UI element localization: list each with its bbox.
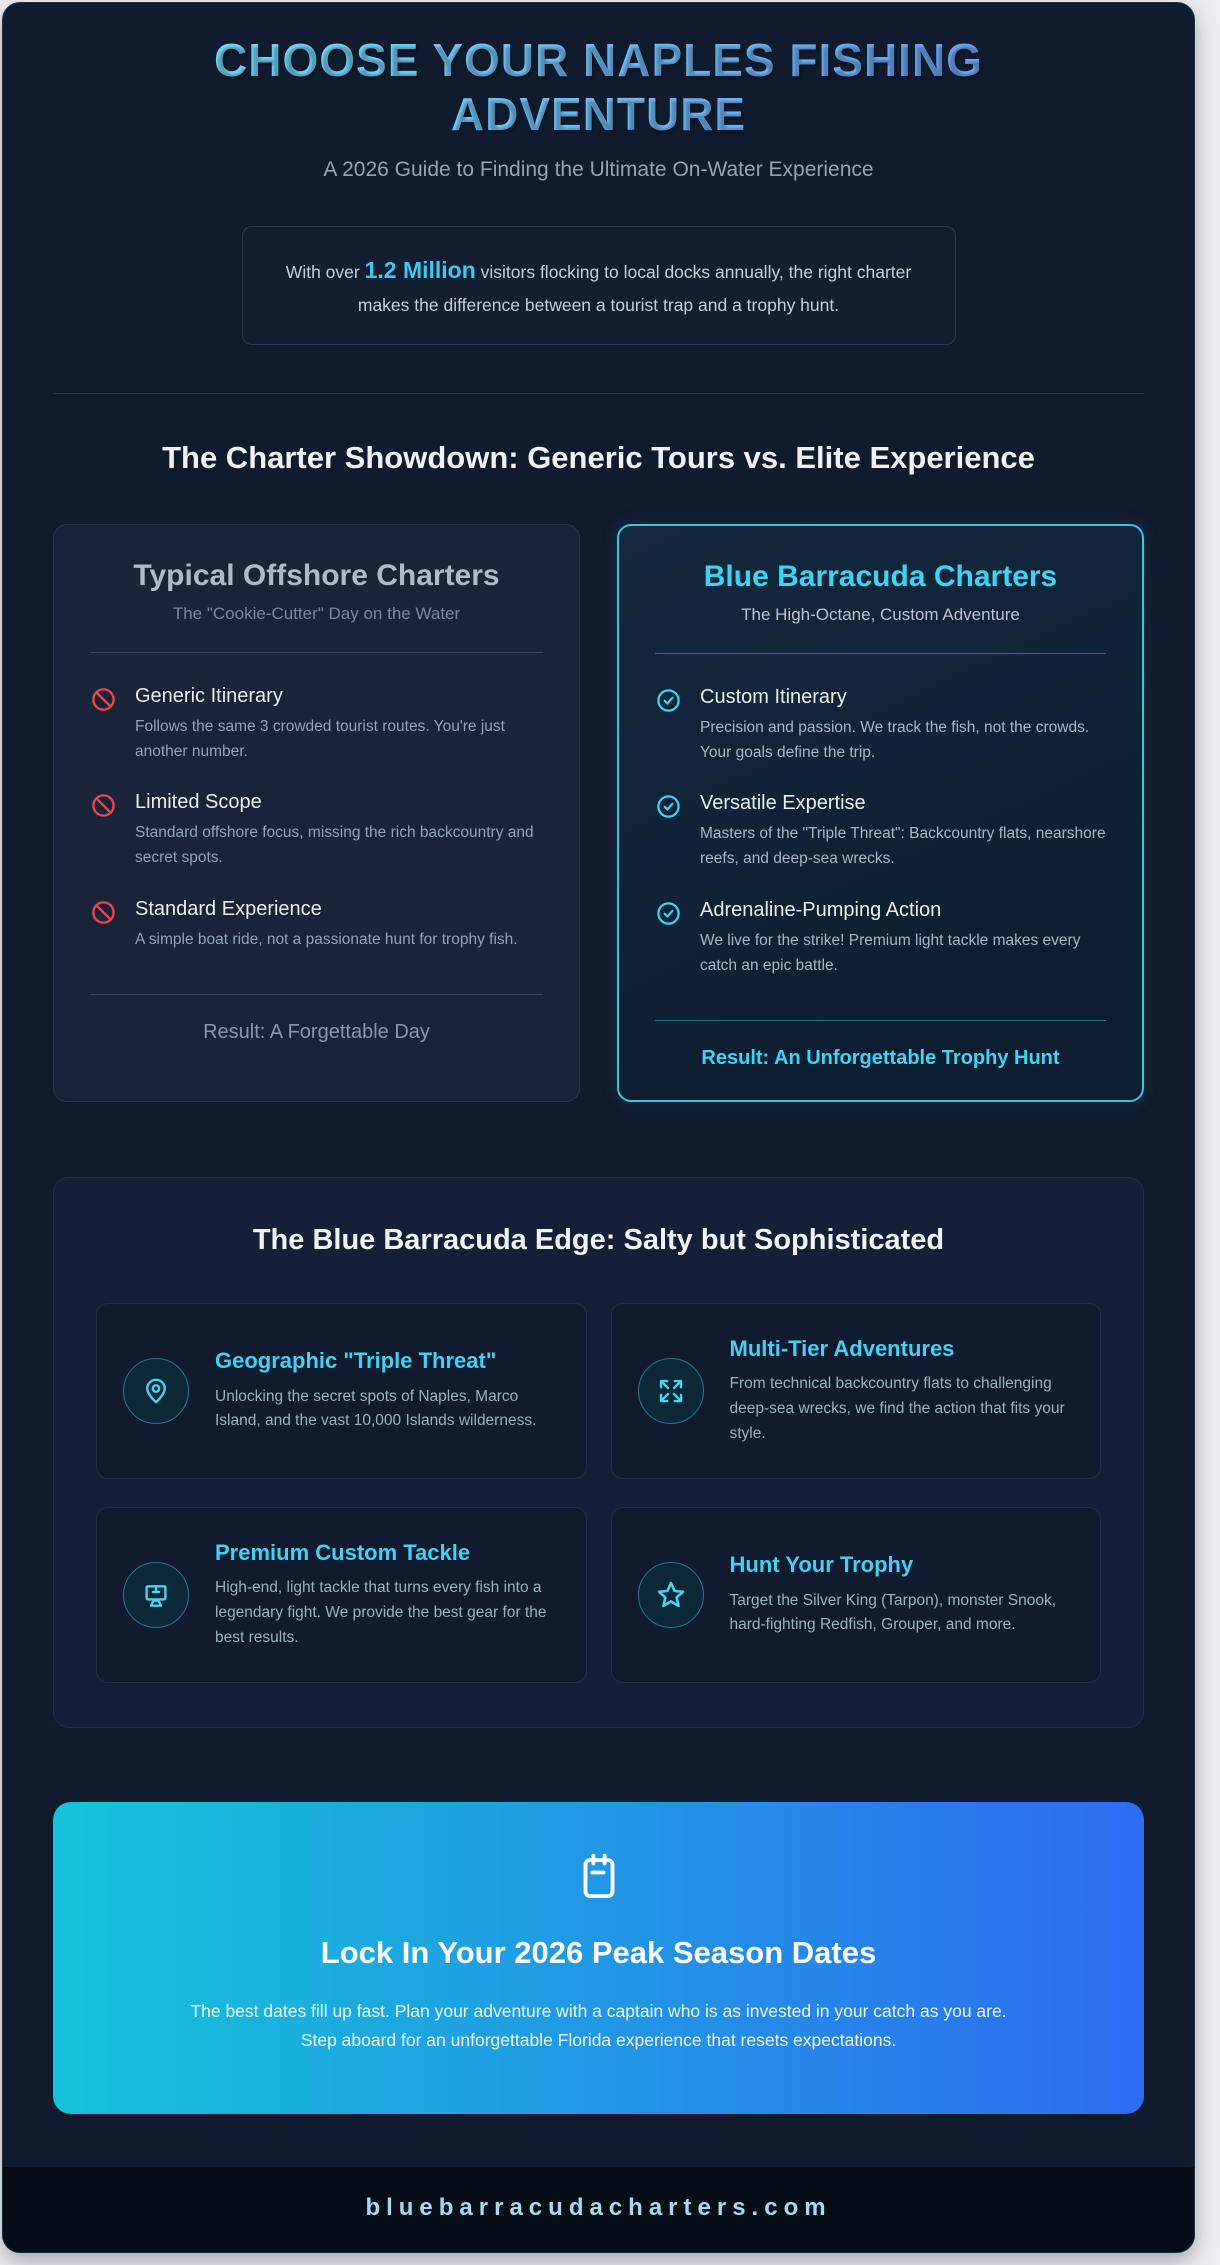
feature-description: Target the Silver King (Tarpon), monster…	[729, 1591, 1057, 1634]
list-item-description: We live for the strike! Premium light ta…	[700, 932, 1081, 974]
check-circle-icon	[657, 902, 680, 925]
list-item: Adrenaline-Pumping Action We live for th…	[655, 899, 1106, 979]
blue-barracuda-card: Blue Barracuda Charters The High-Octane,…	[617, 523, 1144, 1102]
icon-circle	[123, 1357, 189, 1424]
feature-grid: Geographic "Triple Threat" Unlocking the…	[96, 1302, 1101, 1683]
cta-banner: Lock In Your 2026 Peak Season Dates The …	[53, 1801, 1144, 2115]
list-item: Custom Itinerary Precision and passion. …	[655, 686, 1106, 766]
feature-description: High-end, light tackle that turns every …	[215, 1579, 547, 1646]
infographic-poster: CHOOSE YOUR NAPLES FISHING ADVENTURE A 2…	[2, 2, 1195, 2254]
feature-description: Unlocking the secret spots of Naples, Ma…	[215, 1387, 537, 1430]
list-item: Standard Experience A simple boat ride, …	[90, 898, 543, 953]
list-item: Generic Itinerary Follows the same 3 cro…	[90, 685, 543, 765]
icon-circle	[637, 1357, 704, 1424]
list-item-description: Standard offshore focus, missing the ric…	[135, 824, 534, 867]
elite-card-subtitle: The High-Octane, Custom Adventure	[741, 604, 1020, 624]
list-item-title: Adrenaline-Pumping Action	[700, 899, 942, 922]
no-entry-icon	[92, 794, 115, 818]
intro-text-prefix: With over	[285, 261, 365, 282]
generic-result-text: Result: A Forgettable Day	[203, 1020, 430, 1043]
generic-card-title: Typical Offshore Charters	[133, 558, 500, 592]
map-pin-icon	[146, 1378, 166, 1404]
feature-title: Geographic "Triple Threat"	[215, 1348, 497, 1374]
cta-heading: Lock In Your 2026 Peak Season Dates	[320, 1934, 877, 1970]
expand-arrows-icon	[659, 1379, 682, 1402]
feature-title: Hunt Your Trophy	[729, 1552, 914, 1578]
visitor-stat: 1.2 Million	[364, 256, 476, 283]
section-divider	[53, 393, 1144, 395]
icon-wrap	[163, 1850, 1034, 1909]
feature-card-trophy: Hunt Your Trophy Target the Silver King …	[610, 1506, 1101, 1683]
list-item-title: Generic Itinerary	[135, 684, 283, 707]
check-circle-icon	[657, 795, 680, 819]
elite-result-text: Result: An Unforgettable Trophy Hunt	[701, 1046, 1060, 1069]
tackle-icon	[145, 1584, 167, 1607]
feature-card-geographic: Geographic "Triple Threat" Unlocking the…	[96, 1302, 587, 1479]
list-item-title: Limited Scope	[135, 791, 262, 814]
cta-body-text: The best dates fill up fast. Plan your a…	[190, 2000, 1007, 2051]
list-item-description: Precision and passion. We track the fish…	[700, 718, 1090, 761]
website-url: bluebarracudacharters.com	[365, 2194, 832, 2222]
list-item: Versatile Expertise Masters of the "Trip…	[655, 792, 1106, 872]
edge-heading: The Blue Barracuda Edge: Salty but Sophi…	[252, 1223, 945, 1256]
edge-section: The Blue Barracuda Edge: Salty but Sophi…	[53, 1176, 1144, 1728]
list-item-title: Custom Itinerary	[700, 685, 847, 708]
list-item-title: Standard Experience	[135, 898, 322, 921]
icon-circle	[123, 1561, 189, 1628]
card-divider	[655, 652, 1106, 654]
page-subtitle: A 2026 Guide to Finding the Ultimate On-…	[323, 157, 874, 181]
star-icon	[657, 1581, 684, 1607]
generic-charters-card: Typical Offshore Charters The "Cookie-Cu…	[53, 523, 580, 1102]
list-item-description: Follows the same 3 crowded tourist route…	[135, 717, 505, 760]
result-row: Result: An Unforgettable Trophy Hunt	[655, 1019, 1106, 1070]
showdown-heading: The Charter Showdown: Generic Tours vs. …	[162, 440, 1035, 476]
generic-card-subtitle: The "Cookie-Cutter" Day on the Water	[172, 603, 461, 623]
no-entry-icon	[92, 901, 115, 924]
intro-stat-box: With over 1.2 Million visitors flocking …	[241, 225, 956, 346]
feature-card-tackle: Premium Custom Tackle High-end, light ta…	[96, 1506, 587, 1683]
no-entry-icon	[92, 688, 115, 711]
list-item-description: A simple boat ride, not a passionate hun…	[135, 931, 518, 949]
elite-card-title: Blue Barracuda Charters	[703, 559, 1058, 593]
footer: bluebarracudacharters.com	[3, 2166, 1194, 2253]
header: CHOOSE YOUR NAPLES FISHING ADVENTURE A 2…	[53, 3, 1144, 346]
feature-description: From technical backcountry flats to chal…	[729, 1375, 1065, 1442]
feature-card-multi-tier: Multi-Tier Adventures From technical bac…	[610, 1302, 1101, 1479]
check-circle-icon	[657, 689, 680, 712]
intro-text-suffix: visitors flocking to local docks annuall…	[357, 261, 912, 316]
result-row: Result: A Forgettable Day	[90, 993, 543, 1044]
list-item-title: Versatile Expertise	[700, 792, 866, 815]
comparison-grid: Typical Offshore Charters The "Cookie-Cu…	[53, 523, 1144, 1102]
card-divider	[90, 651, 543, 653]
feature-title: Multi-Tier Adventures	[729, 1335, 955, 1361]
feature-title: Premium Custom Tackle	[215, 1539, 471, 1565]
icon-circle	[637, 1561, 704, 1628]
list-item: Limited Scope Standard offshore focus, m…	[90, 791, 543, 871]
page-title: CHOOSE YOUR NAPLES FISHING ADVENTURE	[89, 33, 1109, 142]
list-item-description: Masters of the "Triple Threat": Backcoun…	[700, 825, 1106, 868]
calendar-icon	[583, 1853, 614, 1898]
